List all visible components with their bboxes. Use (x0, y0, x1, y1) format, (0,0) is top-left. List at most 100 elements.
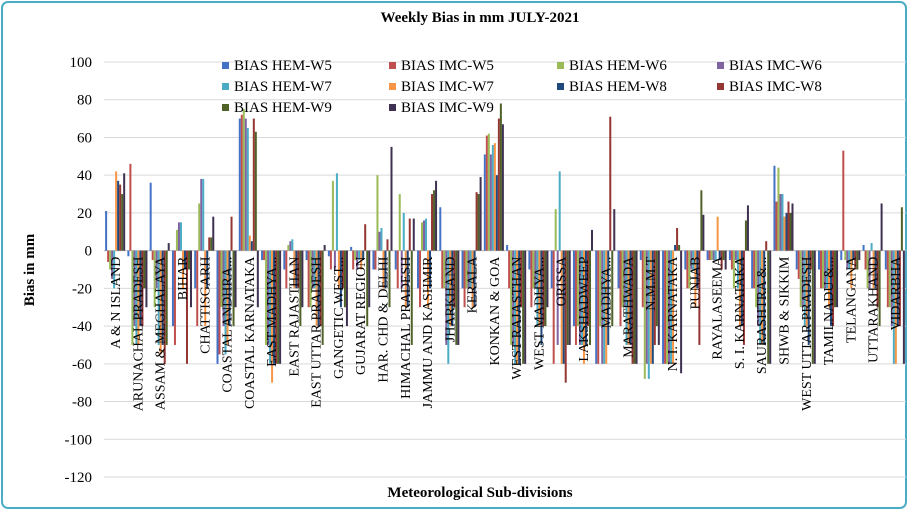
bar (493, 143, 496, 251)
x-tick-label: ARUNACHAL PRADESH (131, 257, 146, 412)
bar (621, 250, 624, 308)
bar (516, 250, 519, 364)
bar (394, 250, 397, 270)
bar (206, 250, 209, 289)
x-tick-label: EAST UTTAR PRADESH (310, 257, 325, 408)
bar (892, 250, 895, 364)
bar (813, 250, 816, 364)
bar (177, 222, 180, 251)
bar (508, 250, 511, 289)
y-tick-label: 60 (77, 130, 92, 146)
bar (576, 250, 579, 327)
x-tick-label: ASSAM & MEGHALAYA (154, 256, 169, 410)
bar (218, 250, 221, 355)
legend-swatch (557, 83, 564, 90)
legend-label: BIAS IMC-W8 (729, 79, 822, 95)
bar (631, 250, 634, 364)
bar (605, 250, 608, 364)
bar (830, 250, 833, 327)
x-tick-label: GUJARAT REGION (354, 257, 369, 375)
bar (263, 250, 266, 261)
bar (775, 201, 778, 251)
bar (412, 218, 415, 251)
bar (220, 250, 223, 308)
bar (588, 250, 591, 345)
bar (445, 250, 448, 345)
bar (828, 250, 831, 308)
x-tick-label: HIMACHAL PRADESH (399, 257, 414, 399)
bar (352, 250, 355, 270)
bar (410, 250, 413, 345)
bar (757, 250, 760, 327)
bar (625, 250, 628, 345)
bar (228, 250, 231, 327)
x-tick-label: ORISSA (555, 256, 570, 307)
x-tick-label: EAST MADHYA... (265, 257, 280, 367)
bar (155, 250, 158, 289)
bar (485, 135, 488, 251)
bar (463, 250, 466, 308)
bar (143, 250, 146, 289)
bar (467, 250, 470, 289)
x-tick-label: COASTAL ANDHRA... (221, 257, 236, 393)
bar (884, 250, 887, 270)
bar (196, 250, 199, 327)
y-tick-label: -80 (72, 395, 92, 411)
bar (396, 250, 399, 289)
bar (250, 241, 253, 251)
bar (384, 250, 387, 289)
x-tick-label: S. I. KARNATAKA (733, 256, 748, 369)
bar (360, 250, 363, 270)
bar (435, 180, 438, 251)
bar (680, 250, 683, 374)
bar (862, 244, 865, 251)
bar (417, 250, 420, 289)
bar (558, 171, 561, 251)
bar (408, 218, 411, 251)
bar (398, 194, 401, 251)
bar (364, 224, 367, 251)
bar (404, 250, 407, 308)
bar (139, 250, 142, 327)
bar (339, 250, 342, 308)
bar (584, 250, 587, 345)
bar (538, 250, 541, 327)
bar (744, 220, 747, 251)
bar (366, 250, 369, 327)
bar (119, 184, 122, 251)
bar (783, 216, 786, 251)
bar (378, 231, 381, 251)
bar (149, 182, 152, 251)
bar (742, 250, 745, 345)
bar (888, 250, 891, 308)
bar (718, 250, 721, 261)
legend-swatch (389, 62, 396, 69)
bar (840, 250, 843, 261)
bar (208, 237, 211, 251)
bar (578, 250, 581, 345)
bar (635, 250, 638, 364)
bar (566, 250, 569, 345)
bar (898, 250, 901, 327)
bar (455, 250, 458, 345)
y-tick-label: -20 (72, 281, 92, 297)
bar (627, 250, 630, 345)
bar (265, 250, 268, 345)
bar (333, 250, 336, 270)
bar (586, 250, 589, 327)
bar (732, 250, 735, 289)
x-tick-label: PUNJAB (688, 257, 703, 310)
legend-label: BIAS HEM-W7 (234, 79, 332, 95)
bar (803, 250, 806, 327)
bar (433, 190, 436, 251)
bar (299, 250, 302, 327)
x-tick-label: TELANGANA (844, 256, 859, 343)
bar (109, 250, 112, 270)
bar (643, 250, 646, 379)
bar (653, 250, 656, 345)
bar (856, 250, 859, 270)
bar (159, 250, 162, 355)
bar (662, 250, 665, 364)
bar (876, 250, 879, 308)
x-tick-label: KONKAN & GOA (488, 256, 503, 366)
